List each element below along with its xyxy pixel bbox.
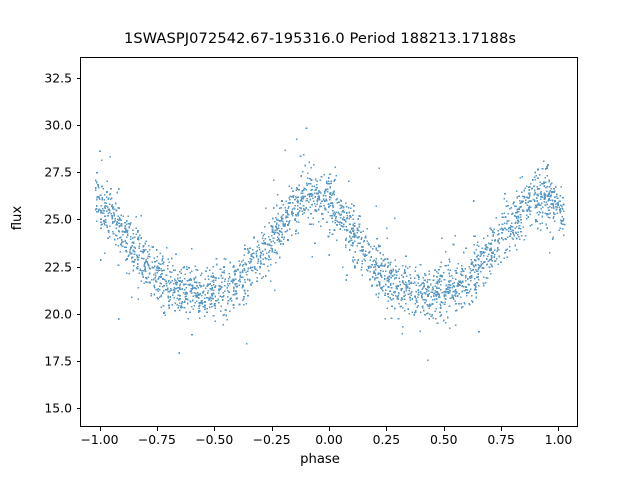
y-tick-label: 17.5 (44, 353, 72, 369)
y-tick-mark (76, 172, 80, 174)
y-tick-label: 32.5 (44, 70, 72, 86)
x-tick-label: −0.50 (195, 432, 234, 447)
y-tick-mark (76, 219, 80, 221)
y-tick-mark (76, 266, 80, 268)
y-tick-label: 25.0 (44, 211, 72, 227)
x-tick-mark (443, 427, 445, 431)
x-tick-label: 0.50 (429, 432, 458, 447)
plot-axes (80, 57, 578, 427)
x-tick-label: −0.25 (252, 432, 291, 447)
x-tick-mark (386, 427, 388, 431)
x-tick-mark (156, 427, 158, 431)
x-tick-mark (214, 427, 216, 431)
x-tick-label: 0.75 (487, 432, 515, 447)
y-axis-label: flux (10, 205, 25, 231)
x-tick-label: 0.25 (372, 432, 401, 447)
y-tick-mark (76, 313, 80, 315)
page-title: 1SWASPJ072542.67-195316.0 Period 188213.… (123, 30, 517, 47)
y-tick-label: 27.5 (44, 164, 72, 180)
x-tick-label: −1.00 (80, 432, 119, 447)
y-tick-mark (76, 124, 80, 126)
y-tick-mark (76, 77, 80, 79)
y-tick-label: 30.0 (44, 117, 72, 133)
x-tick-label: 0.00 (315, 432, 343, 447)
x-tick-label: −0.75 (137, 432, 176, 447)
x-tick-mark (501, 427, 503, 431)
y-tick-label: 20.0 (44, 306, 72, 322)
y-tick-mark (76, 408, 80, 410)
x-tick-mark (558, 427, 560, 431)
y-tick-label: 22.5 (44, 259, 72, 275)
y-tick-mark (76, 360, 80, 362)
x-tick-mark (99, 427, 101, 431)
y-tick-label: 15.0 (44, 400, 72, 416)
x-tick-mark (271, 427, 273, 431)
x-tick-label: 1.00 (544, 432, 573, 447)
scatter-points-layer (81, 58, 577, 426)
x-tick-mark (329, 427, 330, 431)
x-axis-label: phase (300, 452, 340, 467)
scatter-series-flux (94, 127, 566, 362)
